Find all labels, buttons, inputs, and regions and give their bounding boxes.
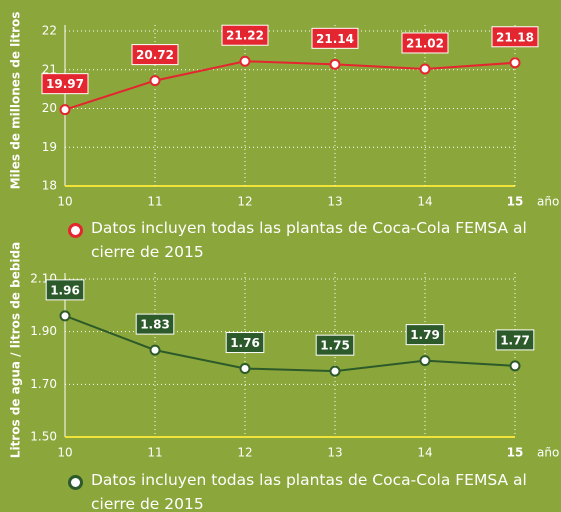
x-tick-label: 10 xyxy=(57,446,72,460)
point xyxy=(149,75,161,87)
data-label-bg xyxy=(41,73,89,95)
data-label: 1.79 xyxy=(405,324,445,346)
data-label-text: 21.14 xyxy=(316,32,354,46)
point xyxy=(329,58,341,70)
data-label-bg xyxy=(495,329,535,351)
data-label-text: 1.79 xyxy=(410,328,440,342)
y-tick-label: 22 xyxy=(42,24,57,38)
data-label: 21.18 xyxy=(491,26,539,48)
data-label-text: 1.77 xyxy=(500,333,530,347)
data-label-text: 1.75 xyxy=(320,339,350,353)
data-label-bg xyxy=(315,334,355,356)
x-axis-label: año xyxy=(537,446,559,460)
data-label: 1.96 xyxy=(45,279,85,301)
data-label-bg xyxy=(131,44,179,66)
data-label-bg xyxy=(401,32,449,54)
x-tick-label: 12 xyxy=(237,446,252,460)
point xyxy=(329,365,341,377)
data-label-bg xyxy=(311,27,359,49)
y-tick-label: 1.70 xyxy=(30,377,57,391)
line xyxy=(64,60,516,111)
y-axis-label: Miles de millones de litros xyxy=(9,12,23,190)
data-label-bg xyxy=(405,324,445,346)
data-label-text: 1.83 xyxy=(140,318,170,332)
data-label: 20.72 xyxy=(131,44,179,66)
data-label-text: 21.22 xyxy=(226,29,264,43)
y-axis-label: Litros de agua / litros de bebida xyxy=(9,242,23,458)
x-tick-label: 14 xyxy=(417,446,432,460)
x-tick-label: 14 xyxy=(417,195,432,209)
y-tick-label: 21 xyxy=(42,62,57,76)
point xyxy=(509,360,521,372)
point xyxy=(239,363,251,375)
x-tick-label: 15 xyxy=(507,446,524,460)
legend: Datos incluyen todas las plantas de Coca… xyxy=(68,216,538,264)
data-label: 1.76 xyxy=(225,332,265,354)
data-label-text: 21.18 xyxy=(496,30,534,44)
x-tick-label: 12 xyxy=(237,195,252,209)
legend: Datos incluyen todas las plantas de Coca… xyxy=(68,468,538,512)
data-label-bg xyxy=(45,279,85,301)
point xyxy=(239,55,251,67)
x-tick-label: 13 xyxy=(327,446,342,460)
legend-marker xyxy=(68,475,83,490)
x-tick-label: 11 xyxy=(147,195,162,209)
y-tick-label: 18 xyxy=(42,179,57,193)
data-label-text: 21.02 xyxy=(406,36,444,50)
data-label-text: 20.72 xyxy=(136,48,174,62)
x-axis-label: año xyxy=(537,195,559,209)
data-label-text: 1.96 xyxy=(50,283,80,297)
point xyxy=(419,355,431,367)
legend-marker xyxy=(68,223,83,238)
point xyxy=(419,63,431,75)
data-label-bg xyxy=(225,332,265,354)
data-label: 21.14 xyxy=(311,27,359,49)
data-label: 1.77 xyxy=(495,329,535,351)
data-label: 21.02 xyxy=(401,32,449,54)
x-tick-label: 13 xyxy=(327,195,342,209)
data-label-bg xyxy=(491,26,539,48)
x-tick-label: 11 xyxy=(147,446,162,460)
point xyxy=(149,344,161,356)
y-tick-label: 20 xyxy=(42,101,57,115)
point xyxy=(59,104,71,116)
y-tick-label: 19 xyxy=(42,140,57,154)
y-tick-label: 1.90 xyxy=(30,324,57,338)
data-label-bg xyxy=(221,24,269,46)
data-label: 21.22 xyxy=(221,24,269,46)
data-label-text: 1.76 xyxy=(230,336,260,350)
data-label: 1.75 xyxy=(315,334,355,356)
x-tick-label: 10 xyxy=(57,195,72,209)
legend-text: Datos incluyen todas las plantas de Coca… xyxy=(91,219,527,261)
line xyxy=(64,314,516,373)
data-label: 1.83 xyxy=(135,313,175,335)
data-label-text: 19.97 xyxy=(46,77,84,91)
point xyxy=(59,310,71,322)
point xyxy=(509,57,521,69)
data-label: 19.97 xyxy=(41,73,89,95)
y-tick-label: 1.50 xyxy=(30,430,57,444)
legend-text: Datos incluyen todas las plantas de Coca… xyxy=(91,471,527,512)
data-label-bg xyxy=(135,313,175,335)
x-tick-label: 15 xyxy=(507,195,524,209)
